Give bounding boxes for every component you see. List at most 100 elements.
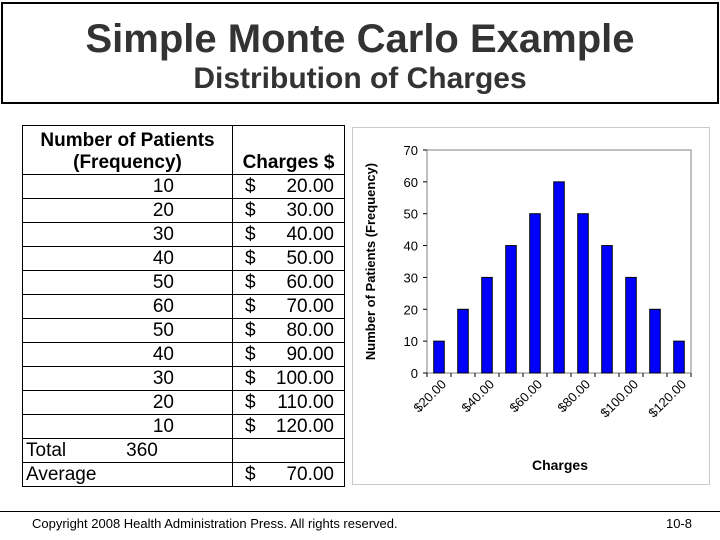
table-row: 40 $90.00 [22,342,345,367]
charge-amount: 60.00 [286,272,334,293]
x-tick-label: $20.00 [410,377,449,416]
currency-symbol: $ [245,464,256,485]
currency-symbol: $ [245,344,256,365]
total-charge-cell [232,438,345,463]
charge-amount: 40.00 [286,224,334,245]
charge-amount: 120.00 [275,416,334,437]
patients-cell: 20 [22,390,233,415]
total-cell: Total 360 [22,438,233,463]
table-row: 20 $110.00 [22,390,345,415]
charge-amount: 100.00 [275,368,334,389]
table-row: 40 $50.00 [22,246,345,271]
bar [481,276,493,374]
y-tick-label: 0 [411,366,418,381]
bar [577,213,589,374]
page-title: Simple Monte Carlo Example [85,17,635,61]
table-body: 10 $20.00 20 $30.00 30 $40.00 40 $50.00 50 $60.00… [22,174,345,439]
patients-cell: 40 [22,342,233,367]
patients-cell: 10 [22,174,233,199]
bar [433,340,445,374]
total-label: Total [26,440,67,461]
y-tick-label: 60 [404,175,418,190]
bar [649,308,661,374]
footer-page-number: 10-8 [665,516,692,531]
charge-amount: 70.00 [286,296,334,317]
patients-cell: 50 [22,270,233,295]
y-tick-label: 50 [404,207,418,222]
charge-value: $110.00 [233,392,344,414]
bar [529,213,541,374]
charge-cell: $60.00 [232,270,345,295]
charge-cell: $120.00 [232,414,345,439]
bar [505,245,517,374]
charge-amount: 80.00 [286,320,334,341]
charge-value: $70.00 [233,296,344,318]
currency-symbol: $ [245,224,256,245]
x-tick-label: $40.00 [458,377,497,416]
x-tick-label: $100.00 [597,377,641,421]
charge-amount: 50.00 [286,248,334,269]
charge-cell: $110.00 [232,390,345,415]
charge-value: $50.00 [233,248,344,270]
patients-cell: 30 [22,366,233,391]
header-patients-line2: (Frequency) [73,152,182,173]
charge-cell: $50.00 [232,246,345,271]
table-row: 50 $60.00 [22,270,345,295]
footer-divider [0,511,720,512]
charge-amount: 20.00 [286,176,334,197]
table-row: 50 $80.00 [22,318,345,343]
charge-cell: $40.00 [232,222,345,247]
charge-value: $80.00 [233,320,344,342]
charge-cell: $100.00 [232,366,345,391]
currency-symbol: $ [245,296,256,317]
patients-cell: 40 [22,246,233,271]
charge-value: $20.00 [233,176,344,198]
title-box: Simple Monte Carlo Example Distribution … [1,2,719,104]
currency-symbol: $ [245,416,256,437]
charge-amount: 90.00 [286,344,334,365]
currency-symbol: $ [245,320,256,341]
currency-symbol: $ [245,368,256,389]
patients-cell: 10 [22,414,233,439]
y-tick-label: 70 [404,143,418,158]
currency-symbol: $ [245,248,256,269]
y-tick-label: 40 [404,239,418,254]
y-tick-label: 30 [404,270,418,285]
total-row: Total 360 [22,438,345,463]
footer-copyright: Copyright 2008 Health Administration Pre… [32,516,398,531]
charge-amount: 110.00 [277,392,334,413]
charge-amount: 30.00 [286,200,334,221]
charge-value: $60.00 [233,272,344,294]
currency-symbol: $ [245,200,256,221]
bar [625,276,637,374]
bar [553,181,565,374]
charge-value: $100.00 [233,368,344,390]
currency-symbol: $ [245,272,256,293]
charges-table: Number of Patients (Frequency) Charges $… [22,125,345,487]
bar-chart: 0 10 20 30 40 50 60 70 Number of Patients (Frequ… [363,143,692,473]
total-value: 360 [126,440,158,461]
header-charges: Charges $ [232,125,345,175]
patients-cell: 50 [22,318,233,343]
patients-cell: 20 [22,198,233,223]
x-tick-label: $60.00 [506,377,545,416]
y-tick-label: 10 [404,334,418,349]
bar [457,308,469,374]
charge-cell: $70.00 [232,294,345,319]
header-patients: Number of Patients (Frequency) [22,125,233,175]
table-row: 60 $70.00 [22,294,345,319]
table-row: 30 $100.00 [22,366,345,391]
charge-value: $120.00 [233,416,344,438]
average-charge-cell: $ 70.00 [232,462,345,487]
charge-cell: $30.00 [232,198,345,223]
chart-frame: 0 10 20 30 40 50 60 70 Number of Patients (Frequ… [352,127,710,485]
y-axis-label: Number of Patients (Frequency) [363,163,378,360]
charge-value: $40.00 [233,224,344,246]
average-value: 70.00 [286,464,334,485]
x-tick-label: $120.00 [645,377,689,421]
page-subtitle: Distribution of Charges [193,62,527,95]
average-row: Average $ 70.00 [22,462,345,487]
charge-value: $90.00 [233,344,344,366]
header-patients-line1: Number of Patients [40,130,215,151]
table-row: 30 $40.00 [22,222,345,247]
